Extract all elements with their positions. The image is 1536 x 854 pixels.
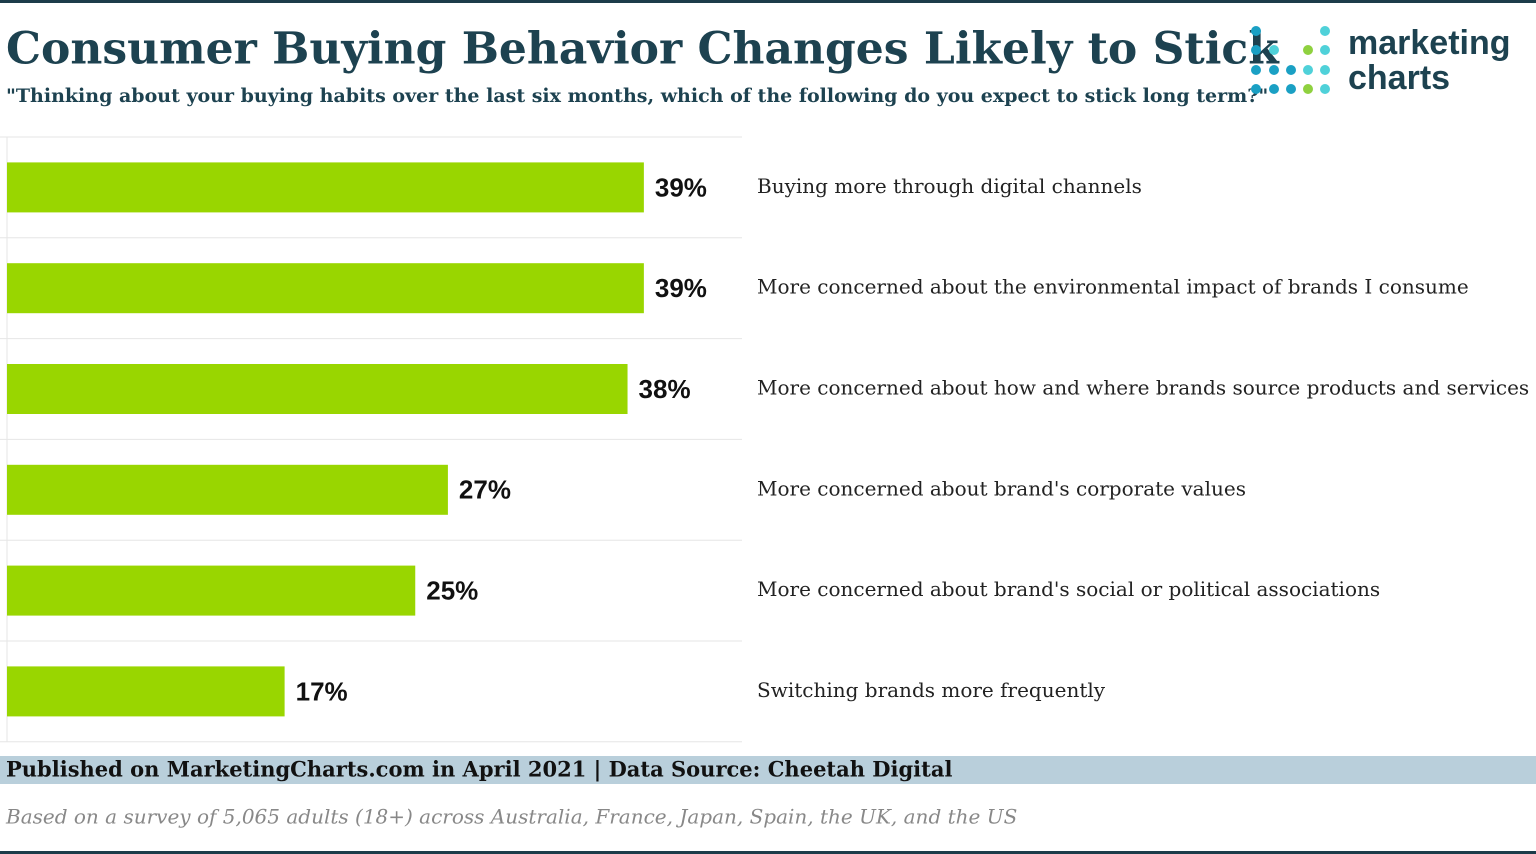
chart-subtitle: "Thinking about your buying habits over …	[6, 85, 1268, 107]
value-label: 39%	[655, 172, 707, 202]
logo-dots	[1251, 26, 1330, 94]
top-rule	[0, 0, 1536, 3]
category-label: More concerned about brand's corporate v…	[757, 476, 1246, 500]
value-label: 27%	[459, 475, 511, 505]
value-label: 38%	[639, 374, 691, 404]
chart-title: Consumer Buying Behavior Changes Likely …	[6, 24, 1280, 75]
brand-line: marketing	[1348, 24, 1511, 62]
bar	[7, 364, 628, 414]
brand-line: charts	[1348, 59, 1450, 97]
bottom-rule	[0, 851, 1536, 854]
category-label: More concerned about the environmental i…	[757, 275, 1469, 299]
value-label: 25%	[426, 575, 478, 605]
bar	[7, 162, 644, 213]
bar	[7, 464, 448, 515]
category-label: Switching brands more frequently	[757, 678, 1106, 702]
category-label: More concerned about how and where brand…	[757, 376, 1529, 400]
category-label: More concerned about brand's social or p…	[757, 577, 1380, 601]
source: Published on MarketingCharts.com in Apri…	[6, 757, 952, 782]
note: Based on a survey of 5,065 adults (18+) …	[5, 805, 1017, 829]
category-label: Buying more through digital channels	[757, 174, 1142, 198]
source-band	[0, 756, 1536, 784]
bar	[7, 666, 285, 717]
value-label: 39%	[655, 273, 707, 303]
value-label: 17%	[296, 676, 348, 706]
bar	[7, 263, 644, 314]
bar	[7, 565, 416, 616]
